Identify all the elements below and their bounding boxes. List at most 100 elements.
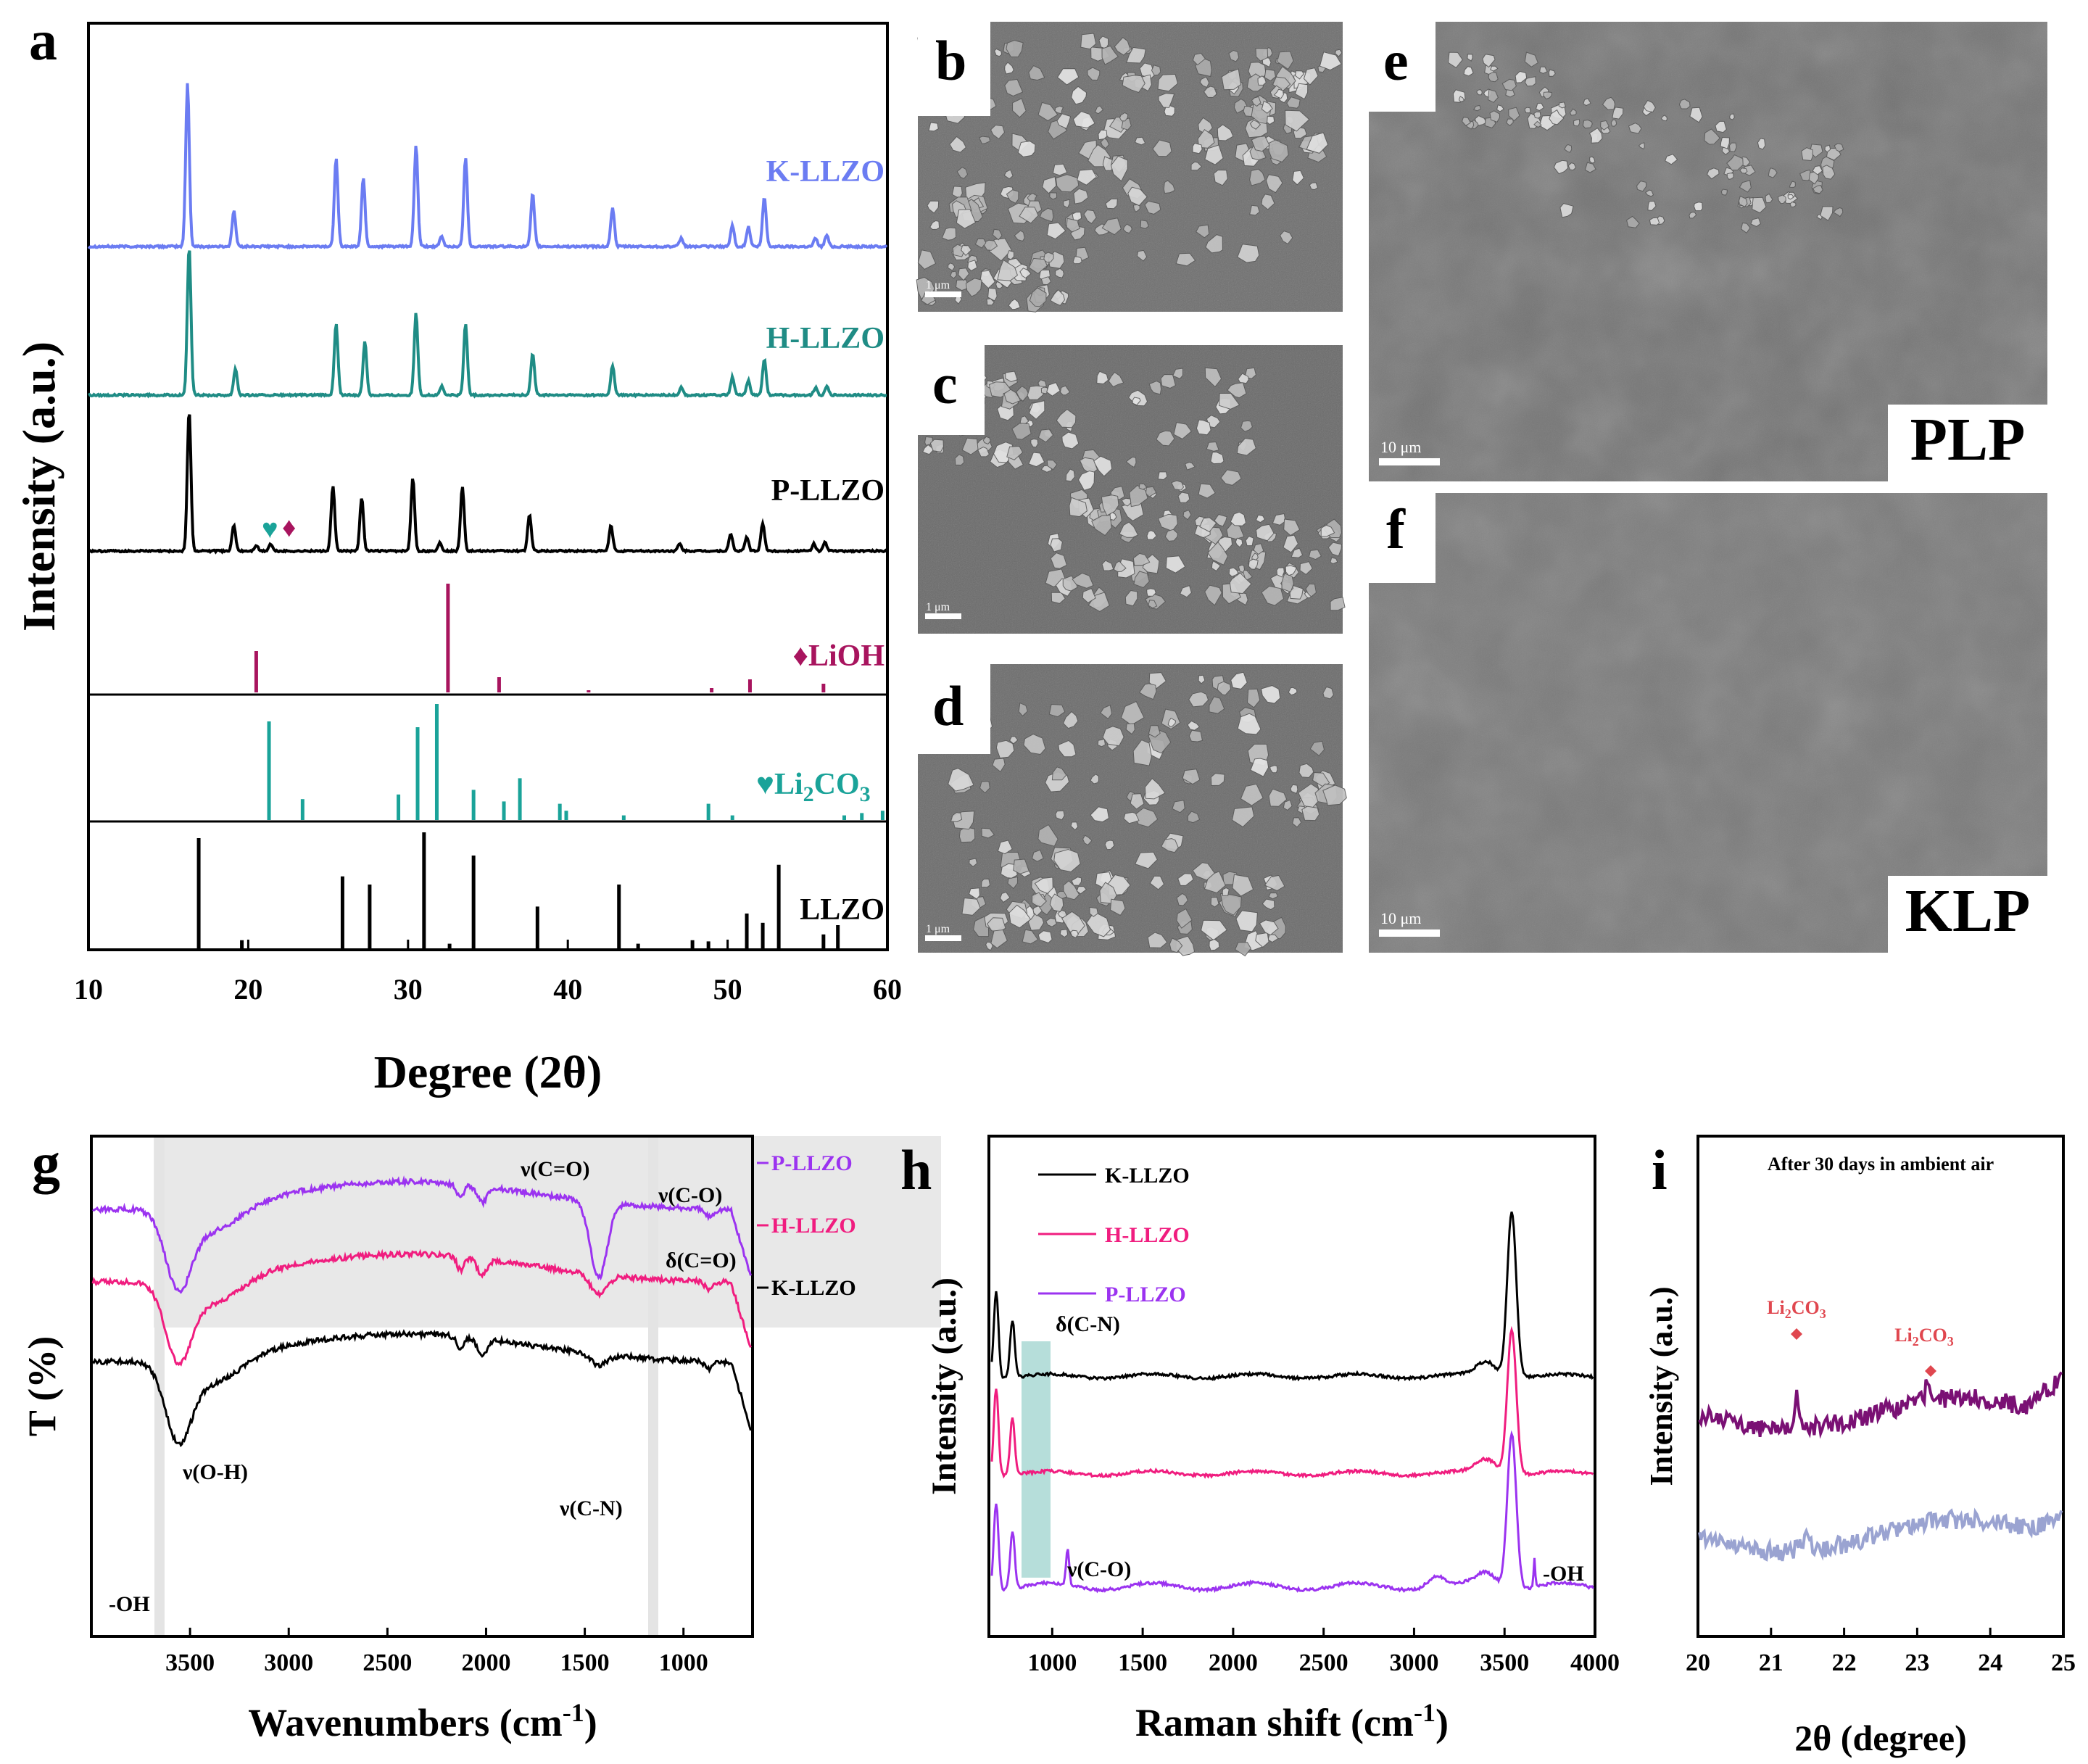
sem-grain (1301, 806, 1320, 821)
sem-grain (1125, 456, 1137, 468)
sem-grain (1034, 877, 1053, 894)
sem-grain (1237, 244, 1260, 263)
sem-grain (1101, 494, 1119, 516)
sem-grain (1777, 194, 1786, 204)
aged-line-0 (1698, 1371, 2063, 1439)
sem-grain (1292, 170, 1305, 186)
marker-diamond: ♦ (282, 513, 296, 543)
sem-grain (1063, 880, 1080, 900)
sem-grain (1149, 875, 1165, 890)
sem-grain (1720, 136, 1730, 149)
sem-grain (1158, 93, 1175, 108)
sem-grain (1272, 76, 1291, 92)
raman-line-k-llzo (990, 1212, 1594, 1382)
g-tick-label-2000: 2000 (461, 1649, 510, 1676)
sem-grain (1163, 180, 1175, 194)
sem-grain (1192, 862, 1215, 881)
sem-grain (1261, 101, 1273, 114)
i-tick-label-25: 25 (2051, 1649, 2076, 1676)
sem-grain (1812, 185, 1823, 194)
panel-h-frame (987, 1135, 1596, 1638)
aged-line-1 (1698, 1507, 2063, 1562)
sem-grain (1188, 729, 1204, 742)
ann-oh: -OH (109, 1592, 150, 1616)
sem-grain (974, 239, 987, 249)
sem-grain (1121, 497, 1132, 507)
sem-grain (1054, 105, 1064, 115)
sem-grain (1140, 219, 1149, 229)
sem-grain (1463, 66, 1474, 77)
sem-grain (961, 245, 972, 257)
sem-grain (1261, 684, 1281, 704)
sem-grain (1306, 132, 1329, 154)
ftir-legend: P-LLZO H-LLZO K-LLZO (757, 1151, 856, 1300)
sem-grain (995, 281, 1004, 289)
sem-grain (1077, 168, 1097, 186)
sem-grain (1765, 193, 1773, 204)
g-tick-label-2500: 2500 (362, 1649, 412, 1676)
sem-grain (961, 897, 981, 916)
sem-grain (1467, 54, 1473, 62)
sem-grain (1264, 68, 1276, 82)
panel-g-xlabel: Wavenumbers (cm-1) (248, 1698, 597, 1744)
h-tick-label-2000: 2000 (1209, 1649, 1258, 1676)
sem-grain (1738, 195, 1748, 207)
sem-grain (1327, 542, 1343, 557)
sem-grain (1238, 564, 1246, 573)
sem-grain (1005, 370, 1018, 383)
sem-grain (1268, 139, 1289, 163)
sem-grain (1080, 33, 1097, 50)
sem-tag-klp: KLP (1905, 877, 2031, 945)
sem-grain (1588, 127, 1603, 144)
sem-grain (1061, 431, 1080, 450)
sem-grain (1726, 154, 1744, 171)
panel-a-x-ticks: 10 20 30 40 50 60 (74, 940, 902, 1006)
sem-grain (1100, 137, 1110, 149)
scale-bar-d (925, 935, 961, 941)
sem-grain (1161, 838, 1179, 853)
sem-grain (1138, 483, 1148, 490)
sem-grain (1198, 674, 1206, 684)
sem-grain (1072, 111, 1095, 128)
sem-grain (1269, 765, 1278, 774)
i-tick-label-24: 24 (1978, 1649, 2002, 1676)
sem-grain (1013, 858, 1030, 874)
sem-grain (928, 122, 939, 132)
sem-grain (1236, 437, 1256, 456)
panel-c: c 1 μm (918, 345, 1346, 634)
sem-grain (948, 262, 956, 271)
sem-grain (1206, 441, 1219, 452)
sem-grain (1037, 930, 1053, 944)
sem-grain (1262, 898, 1275, 911)
sem-grain (1272, 513, 1286, 526)
sem-grain (1019, 268, 1032, 279)
panel-i: i After 30 days in ambient air 20 21 22 23 2… (1644, 1135, 2076, 1758)
sem-grain (1113, 560, 1127, 573)
sem-grain (1210, 896, 1219, 908)
sem-grain (1008, 904, 1032, 929)
panel-a-xlabel: Degree (2θ) (374, 1046, 602, 1098)
sem-grain (1265, 174, 1283, 194)
sem-grain (1165, 555, 1186, 573)
sem-grain (1660, 115, 1668, 122)
sem-grain (1251, 96, 1262, 107)
sem-grain (1046, 381, 1061, 397)
sem-grain (1032, 849, 1044, 862)
sem-grain (1187, 811, 1201, 824)
sem-grain (1177, 873, 1194, 886)
h-tick-label-3500: 3500 (1480, 1649, 1529, 1676)
sem-grain (1049, 893, 1064, 913)
sem-grain (1248, 558, 1259, 570)
sem-grain (1704, 128, 1720, 145)
sem-grain (1524, 51, 1539, 67)
sem-grain (1071, 86, 1088, 105)
sem-grain (1290, 547, 1304, 558)
sem-grain (1281, 573, 1294, 593)
sem-grain (1110, 898, 1126, 916)
sem-grain (1003, 169, 1014, 180)
sem-grain (1240, 783, 1264, 806)
xrd-line-h-llzo (88, 250, 887, 399)
sem-grain (990, 929, 1008, 949)
sem-grain (1037, 102, 1058, 122)
